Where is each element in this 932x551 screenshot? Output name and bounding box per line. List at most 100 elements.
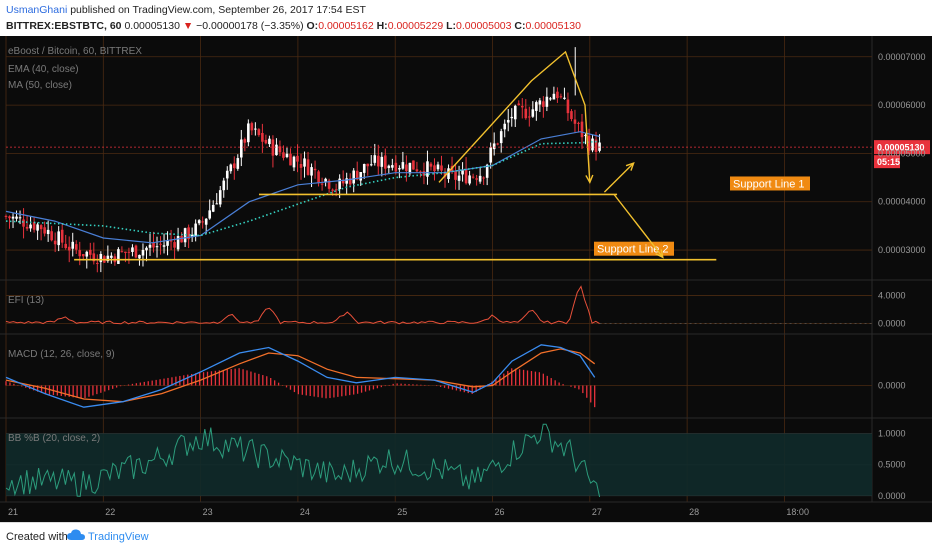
candle-body (67, 246, 71, 251)
candles (4, 47, 601, 273)
candle-body (457, 175, 461, 181)
panes: Support Line 1 Support Line 2 0.00005130 05… (4, 47, 930, 498)
candle-body (552, 93, 556, 100)
candle-body (376, 155, 380, 167)
candle-body (471, 176, 475, 178)
candle-body (415, 169, 419, 172)
close-label: C: (514, 20, 526, 32)
candle-body (215, 203, 219, 205)
open-value: 0.00005162 (318, 20, 374, 32)
candle-body (542, 101, 545, 107)
candle-body (43, 227, 46, 234)
candle-body (559, 96, 563, 98)
labels: eBoost / Bitcoin, 60, BITTREX EMA (40, c… (8, 46, 926, 517)
macd-signal-line (5, 348, 596, 403)
x-tick-label: 21 (8, 507, 18, 517)
candle-body (310, 167, 313, 176)
candle-body (152, 242, 155, 248)
candle-body (120, 251, 124, 253)
x-tick-label: 27 (592, 507, 602, 517)
candle-body (440, 165, 443, 171)
publish-info: published on TradingView.com, September … (67, 4, 366, 16)
candle-body (50, 231, 53, 241)
efi-tick-label: 0.0000 (878, 318, 906, 328)
candle-body (124, 251, 127, 253)
trading-chart[interactable]: Support Line 1 Support Line 2 0.00005130 05… (0, 36, 932, 522)
support-tag (730, 176, 810, 191)
candle-body (250, 123, 254, 131)
candle-body (162, 245, 166, 247)
candle-body (204, 218, 208, 225)
candle-body (598, 142, 601, 151)
candle-body (25, 226, 29, 229)
candle-body (398, 168, 401, 170)
candle-body (8, 216, 11, 219)
candle-body (225, 170, 229, 179)
candle-body (538, 100, 542, 105)
candle-body (71, 241, 75, 249)
candle-body (419, 171, 422, 173)
candle-body (338, 178, 341, 190)
candle-body (282, 152, 285, 158)
candle-body (485, 164, 489, 178)
candle-body (313, 168, 317, 171)
x-tick-label: 25 (397, 507, 407, 517)
candle-body (74, 244, 78, 250)
symbol-line: BITTREX:EBSTBTC, 60 0.00005130 ▼ −0.0000… (6, 20, 581, 32)
candle-body (173, 242, 176, 248)
candle-body (261, 132, 264, 142)
candle-body (176, 236, 180, 250)
candle-body (141, 249, 145, 256)
candle-body (296, 155, 299, 162)
candle-body (531, 109, 535, 117)
candle-body (577, 122, 580, 124)
low-value: 0.00005003 (456, 20, 512, 32)
candle-body (443, 171, 447, 177)
candle-body (208, 210, 212, 219)
candle-body (4, 215, 8, 217)
candle-body (18, 217, 22, 219)
x-tick-label: 23 (203, 507, 213, 517)
candle-body (53, 240, 57, 245)
x-tick-label: 28 (689, 507, 699, 517)
candle-body (584, 135, 587, 137)
candle-body (391, 165, 394, 168)
candle-body (64, 243, 68, 249)
support-label: Support Line 2 (597, 244, 669, 256)
candle-body (159, 243, 162, 245)
candle-body (138, 254, 141, 259)
candle-body (32, 222, 36, 230)
candle-body (292, 156, 296, 168)
candle-body (405, 164, 408, 172)
candle-body (201, 221, 204, 223)
candle-body (110, 255, 113, 258)
price-change: −0.00000178 (−3.35%) (196, 20, 304, 32)
candle-body (197, 220, 201, 224)
efi-tick-label: 4.0000 (878, 290, 906, 300)
author-link[interactable]: UsmanGhani (6, 4, 68, 16)
candle-body (187, 227, 190, 240)
down-arrow-icon: ▼ (182, 20, 194, 32)
candle-body (289, 153, 292, 166)
countdown-tag (874, 155, 900, 169)
candle-body (317, 171, 320, 183)
candle-body (563, 97, 566, 99)
candle-body (362, 163, 366, 173)
candle-body (387, 165, 391, 169)
candle-body (271, 139, 275, 156)
tradingview-brand[interactable]: TradingView (88, 531, 149, 543)
candle-body (81, 254, 85, 257)
candle-body (106, 255, 110, 262)
candle-body (131, 247, 134, 252)
candle-body (247, 123, 250, 143)
candle-body (545, 96, 549, 107)
footer: Created with TradingView (0, 522, 932, 551)
candle-body (436, 164, 440, 170)
candle-body (78, 250, 82, 257)
candle-body (169, 240, 173, 242)
candle-body (394, 162, 398, 172)
candle-body (222, 180, 226, 191)
publish-line: UsmanGhani published on TradingView.com,… (6, 4, 366, 16)
x-tick-label: 24 (300, 507, 310, 517)
candle-body (243, 139, 247, 143)
